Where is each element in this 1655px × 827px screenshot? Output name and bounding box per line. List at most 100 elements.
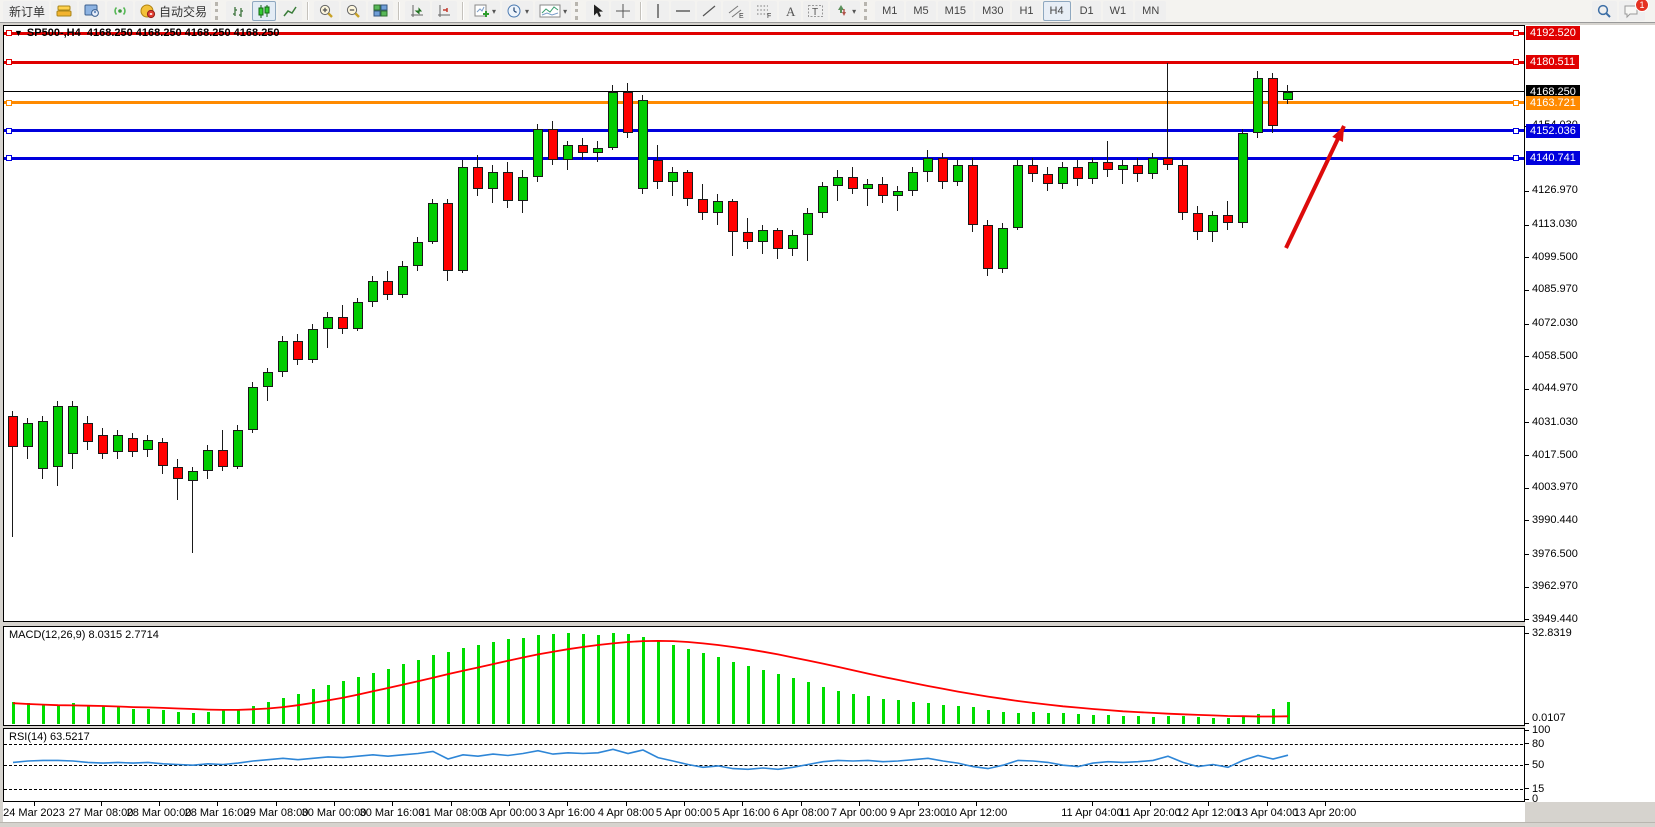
- timeframe-button-MN[interactable]: MN: [1135, 1, 1167, 21]
- date-label: 29 Mar 08:00: [243, 807, 309, 819]
- hline-marker[interactable]: [6, 99, 12, 106]
- line-chart-icon: [283, 6, 297, 16]
- candle: [743, 232, 753, 242]
- date-label: 13 Apr 20:00: [1293, 807, 1357, 819]
- equidistant-channel-tool[interactable]: E: [723, 1, 750, 21]
- hline-marker[interactable]: [1513, 99, 1519, 106]
- arrows-tool[interactable]: ▾: [830, 1, 861, 21]
- candle: [728, 200, 738, 233]
- date-tick-mark: [217, 802, 218, 806]
- date-tick-mark: [159, 802, 160, 806]
- macd-histogram-bar: [207, 711, 210, 724]
- trendline-tool[interactable]: [697, 1, 722, 21]
- macd-histogram-bar: [582, 633, 585, 724]
- zoom-out-icon: [346, 4, 360, 18]
- horizontal-line-icon: [676, 10, 691, 12]
- price-line-label: 4152.036: [1526, 123, 1580, 138]
- timeframe-button-D1[interactable]: D1: [1072, 1, 1101, 21]
- timeframe-button-H4[interactable]: H4: [1042, 1, 1071, 21]
- date-tick-mark: [626, 802, 627, 806]
- candle: [293, 340, 303, 361]
- cursor-tool-button[interactable]: [586, 1, 610, 21]
- macd-histogram-bar: [897, 700, 900, 724]
- candlestick-chart-button[interactable]: [252, 1, 277, 21]
- candle: [1208, 215, 1218, 233]
- price-hline[interactable]: [4, 156, 1524, 160]
- macd-histogram-bar: [357, 676, 360, 724]
- price-hline[interactable]: [4, 31, 1524, 35]
- macd-histogram-bar: [132, 708, 135, 724]
- price-hline[interactable]: [4, 101, 1524, 105]
- candle: [368, 280, 378, 303]
- timeframe-button-M30[interactable]: M30: [975, 1, 1011, 21]
- time-axis[interactable]: [3, 802, 1525, 822]
- candle: [983, 225, 993, 269]
- candle: [323, 316, 333, 329]
- hline-marker[interactable]: [6, 155, 12, 162]
- price-tick-mark: [1524, 554, 1529, 556]
- candle-wick: [1227, 200, 1228, 230]
- bar-chart-button[interactable]: [226, 1, 251, 21]
- candle: [1193, 213, 1203, 233]
- date-tick-mark: [392, 802, 393, 806]
- macd-histogram-bar: [222, 710, 225, 724]
- text-tool[interactable]: A: [779, 1, 802, 21]
- timeframe-button-H1[interactable]: H1: [1012, 1, 1041, 21]
- candle: [668, 172, 678, 182]
- price-hline[interactable]: [4, 91, 1524, 93]
- hline-marker[interactable]: [1513, 127, 1519, 134]
- line-chart-button[interactable]: [278, 1, 303, 21]
- macd-histogram-bar: [492, 642, 495, 724]
- vertical-line-tool[interactable]: [647, 1, 670, 21]
- price-tick-label: 4003.970: [1532, 481, 1578, 494]
- hline-marker[interactable]: [1513, 155, 1519, 162]
- timeframe-button-M1[interactable]: M1: [875, 1, 905, 21]
- new-order-button[interactable]: 新订单: [3, 1, 50, 21]
- tile-windows-button[interactable]: [368, 1, 394, 21]
- zoom-in-button[interactable]: [314, 1, 340, 21]
- horizontal-line-tool[interactable]: [671, 1, 696, 21]
- chart-menu-icon[interactable]: ▼: [14, 28, 23, 38]
- autotrade-icon: [140, 4, 156, 19]
- macd-histogram-bar: [417, 660, 420, 724]
- signal-icon[interactable]: [107, 1, 134, 21]
- crosshair-tool-button[interactable]: [611, 1, 636, 21]
- price-hline[interactable]: [4, 60, 1524, 64]
- autotrade-button[interactable]: 自动交易: [135, 1, 212, 21]
- hline-marker[interactable]: [6, 127, 12, 134]
- candle: [563, 145, 573, 160]
- main-chart-panel[interactable]: [3, 25, 1525, 622]
- date-label: 28 Mar 16:00: [184, 807, 250, 819]
- layers-icon[interactable]: [51, 1, 78, 21]
- auto-scroll-button[interactable]: [405, 1, 431, 21]
- hline-marker[interactable]: [6, 30, 12, 37]
- price-hline[interactable]: [4, 129, 1524, 133]
- hline-marker[interactable]: [1513, 30, 1519, 37]
- candle: [248, 386, 258, 431]
- hline-marker[interactable]: [6, 59, 12, 66]
- candle: [608, 92, 618, 148]
- period-button[interactable]: ▾: [502, 1, 534, 21]
- macd-histogram-bar: [1137, 716, 1140, 724]
- text-a-icon: A: [786, 4, 796, 19]
- timeframe-button-M15[interactable]: M15: [937, 1, 974, 21]
- candle: [1118, 164, 1128, 170]
- indicators-button[interactable]: ▾: [535, 1, 572, 21]
- text-label-tool[interactable]: T: [803, 1, 829, 21]
- chart-shift-button[interactable]: [432, 1, 458, 21]
- macd-histogram-bar: [1047, 712, 1050, 724]
- price-tick-label: 4072.030: [1532, 317, 1578, 329]
- timeframe-button-W1[interactable]: W1: [1102, 1, 1134, 21]
- date-tick-mark: [918, 802, 919, 806]
- zoom-out-button[interactable]: [341, 1, 367, 21]
- search-button[interactable]: [1592, 1, 1617, 21]
- date-label: 11 Apr 04:00: [1061, 807, 1123, 819]
- terminal-icon[interactable]: [79, 1, 106, 21]
- timeframe-button-M5[interactable]: M5: [906, 1, 936, 21]
- date-tick-mark: [567, 802, 568, 806]
- hline-marker[interactable]: [1513, 59, 1519, 66]
- new-chart-button[interactable]: ▾: [469, 1, 501, 21]
- fibonacci-tool[interactable]: F: [751, 1, 778, 21]
- candle-wick: [327, 312, 328, 349]
- notifications-button[interactable]: 1: [1619, 0, 1649, 21]
